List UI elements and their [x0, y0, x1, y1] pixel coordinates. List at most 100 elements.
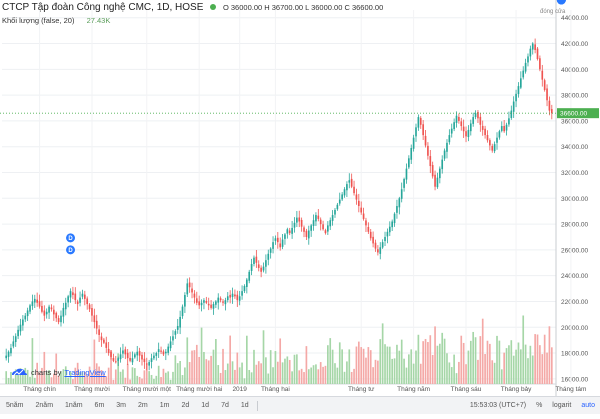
candle-body — [50, 307, 53, 310]
candle-body — [357, 200, 360, 207]
volume-bar — [486, 340, 489, 384]
dividend-marker-icon[interactable] — [556, 0, 566, 5]
market-status-dot — [210, 4, 217, 11]
tradingview-brand[interactable]: charts by TradingView — [10, 367, 106, 377]
range-3m-button[interactable]: 3m — [116, 402, 127, 409]
candle-body — [229, 294, 231, 298]
candle-body — [477, 111, 479, 119]
volume-bar — [143, 370, 146, 384]
volume-bar — [10, 372, 12, 384]
volume-bar — [126, 363, 129, 384]
volume-bar — [41, 367, 43, 384]
percent-toggle[interactable]: % — [536, 402, 543, 409]
candle-body — [138, 351, 141, 356]
volume-bar — [269, 350, 272, 384]
volume-bar — [186, 337, 189, 384]
dividend-marker-icon[interactable] — [66, 245, 76, 255]
candle-body — [343, 189, 346, 196]
candle-body — [550, 109, 553, 114]
last-price-label: 36600.00 — [560, 111, 587, 118]
volume-bar — [207, 360, 210, 384]
chart-header: CTCP Tập đoàn Công nghệ CMC, 1D, HOSE O … — [2, 2, 383, 13]
candle-body — [188, 282, 191, 288]
toolbar-divider — [256, 400, 258, 411]
candle-body — [546, 88, 548, 101]
candle-body — [472, 117, 475, 124]
volume-bar — [212, 349, 215, 384]
range-2d-button[interactable]: 2d — [181, 402, 190, 409]
volume-bar — [427, 342, 429, 384]
volume-bar — [107, 367, 110, 384]
range-1m-button[interactable]: 1m — [159, 402, 170, 409]
volume-bar — [431, 354, 434, 384]
candle-body — [93, 315, 96, 323]
candle-body — [498, 131, 501, 138]
volume-bar — [281, 362, 284, 384]
volume-bar — [350, 371, 353, 384]
candle-body — [288, 230, 291, 234]
range-1d-button[interactable]: 1d — [201, 402, 210, 409]
candle-body — [374, 242, 377, 249]
candle-body — [319, 219, 322, 225]
candle-body — [262, 266, 265, 271]
range-6m-button[interactable]: 6m — [94, 402, 105, 409]
candle-body — [434, 174, 436, 187]
volume-bar — [403, 358, 405, 384]
volume-bar — [353, 368, 355, 384]
range-1d-alt-button[interactable]: 1d — [240, 402, 249, 409]
volume-bar — [527, 358, 529, 384]
candle-body — [534, 44, 536, 50]
dividend-marker-icon[interactable] — [66, 233, 76, 243]
volume-bar — [57, 375, 60, 384]
volume-bar — [155, 375, 158, 384]
volume-bar — [303, 372, 305, 384]
candle-body — [467, 129, 470, 138]
volume-bar — [324, 365, 327, 384]
volume-bar — [474, 337, 477, 384]
candle-body — [410, 147, 413, 160]
range-1y-button[interactable]: 1năm — [65, 402, 83, 409]
range-2y-button[interactable]: 2năm — [35, 402, 54, 409]
volume-bar — [496, 335, 498, 384]
dividend-marker-label: D — [559, 0, 564, 2]
volume-bar — [288, 359, 291, 384]
candle-body — [5, 355, 8, 359]
volume-bar — [284, 358, 286, 384]
volume-bar — [331, 349, 334, 384]
range-7d-button[interactable]: 7d — [221, 402, 229, 409]
candle-body — [505, 124, 508, 131]
y-tick-label: 38000.00 — [561, 93, 588, 100]
candle-body — [527, 56, 529, 63]
candle-body — [38, 301, 41, 307]
volume-bar — [122, 369, 124, 384]
log-toggle[interactable]: logarit — [552, 402, 572, 409]
volume-bar — [415, 350, 417, 384]
volume-bar — [479, 336, 482, 384]
brand-link[interactable]: TradingView — [64, 367, 106, 377]
auto-toggle[interactable]: auto — [581, 402, 595, 409]
volume-bar — [543, 334, 546, 384]
candle-body — [455, 115, 458, 123]
candle-body — [315, 215, 317, 222]
candle-body — [341, 194, 343, 200]
candle-body — [95, 320, 98, 329]
range-5y-button[interactable]: 5năm — [6, 402, 24, 409]
volume-bar — [374, 359, 377, 384]
candle-body — [103, 339, 105, 343]
candle-body — [241, 291, 243, 296]
volume-bar — [234, 369, 236, 384]
volume-bar — [100, 370, 103, 384]
candle-body — [91, 308, 93, 316]
volume-bar — [181, 375, 184, 384]
candle-body — [224, 300, 227, 305]
candle-body — [22, 319, 24, 326]
volume-bar — [424, 338, 427, 384]
range-2m-button[interactable]: 2m — [138, 402, 148, 409]
volume-bar — [367, 347, 370, 384]
candle-body — [31, 301, 34, 307]
candle-body — [369, 231, 372, 239]
candle-body — [124, 349, 127, 355]
volume-bar — [83, 371, 86, 384]
